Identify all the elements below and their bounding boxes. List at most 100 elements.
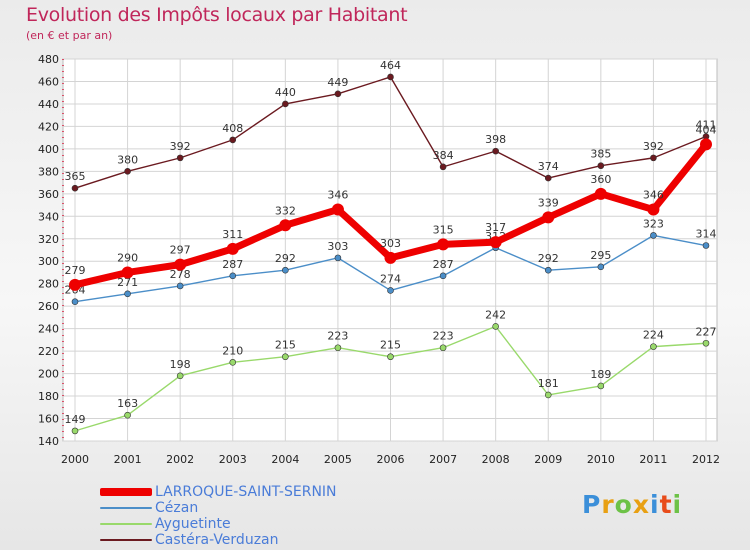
data-label: 287 (433, 258, 454, 271)
data-label: 440 (275, 86, 296, 99)
data-label: 360 (590, 173, 611, 186)
data-point (334, 90, 342, 98)
y-tick-label: 280 (38, 278, 59, 291)
data-point (544, 391, 552, 399)
legend-label: Castéra-Verduzan (155, 532, 279, 548)
data-label: 189 (590, 368, 611, 381)
data-label: 404 (696, 123, 717, 136)
y-tick-label: 460 (38, 75, 59, 88)
x-tick-label: 2000 (61, 453, 89, 466)
data-point (387, 73, 394, 81)
data-point (597, 162, 605, 170)
data-label: 287 (222, 258, 243, 271)
data-label: 464 (380, 59, 401, 72)
data-label: 292 (275, 252, 296, 265)
data-point (387, 353, 394, 361)
data-point (331, 203, 344, 216)
data-label: 290 (117, 251, 138, 264)
data-point (489, 236, 502, 249)
data-point (384, 251, 397, 264)
data-point (229, 359, 237, 366)
data-label: 317 (485, 221, 506, 234)
data-point (176, 282, 184, 290)
x-tick-label: 2006 (377, 453, 405, 466)
data-label: 332 (275, 204, 296, 217)
data-label: 380 (117, 153, 138, 166)
data-label: 297 (170, 244, 191, 257)
data-point (174, 258, 187, 271)
data-label: 274 (380, 272, 401, 285)
x-tick-label: 2008 (482, 453, 510, 466)
data-point (597, 382, 605, 390)
x-tick-label: 2002 (166, 453, 194, 466)
data-label: 365 (65, 170, 86, 183)
data-point (334, 344, 342, 352)
data-point (282, 100, 289, 108)
data-point (437, 238, 450, 251)
data-label: 210 (222, 344, 243, 357)
data-point (492, 323, 499, 330)
data-label: 278 (170, 268, 191, 281)
data-label: 323 (643, 217, 664, 230)
data-label: 163 (117, 397, 138, 410)
data-label: 392 (643, 140, 664, 153)
x-tick-label: 2012 (692, 453, 720, 466)
data-point (702, 242, 710, 249)
data-label: 149 (65, 413, 86, 426)
data-label: 449 (327, 76, 348, 89)
data-point (124, 290, 131, 298)
data-label: 223 (433, 330, 454, 343)
data-label: 295 (590, 249, 611, 262)
data-label: 271 (117, 276, 138, 289)
data-label: 223 (327, 330, 348, 343)
data-point (387, 287, 394, 294)
x-tick-label: 2005 (324, 453, 352, 466)
data-point (71, 184, 79, 192)
data-label: 392 (170, 140, 191, 153)
data-point (124, 411, 131, 419)
y-tick-label: 420 (38, 120, 59, 133)
data-point (124, 168, 131, 175)
x-tick-label: 2011 (639, 453, 667, 466)
data-point (544, 174, 552, 182)
proxiti-logo: Proxiti (582, 490, 683, 519)
data-label: 408 (222, 122, 243, 135)
data-label: 215 (275, 339, 296, 352)
data-point (650, 154, 657, 162)
legend-label: Ayguetinte (155, 516, 231, 532)
data-label: 311 (222, 228, 243, 241)
x-tick-label: 2001 (114, 453, 142, 466)
legend-swatch (100, 539, 152, 541)
data-point (121, 266, 134, 279)
legend-swatch (100, 507, 152, 509)
y-tick-label: 140 (38, 435, 59, 448)
y-tick-label: 480 (38, 53, 59, 66)
y-tick-label: 260 (38, 300, 59, 313)
y-tick-label: 400 (38, 143, 59, 156)
data-label: 384 (433, 149, 454, 162)
data-label: 227 (696, 325, 717, 338)
data-label: 224 (643, 329, 664, 342)
data-point (229, 136, 237, 144)
data-label: 215 (380, 339, 401, 352)
data-label: 198 (170, 358, 191, 371)
y-tick-label: 200 (38, 368, 59, 381)
x-tick-label: 2010 (587, 453, 615, 466)
data-label: 346 (327, 189, 348, 202)
data-point (229, 272, 237, 280)
data-point (700, 138, 712, 151)
y-tick-label: 440 (38, 98, 59, 111)
y-tick-label: 300 (38, 255, 59, 268)
legend-label: Cézan (155, 500, 199, 516)
y-tick-label: 340 (38, 210, 59, 223)
chart-subtitle: (en € et par an) (26, 29, 113, 42)
data-label: 339 (538, 196, 559, 209)
y-tick-label: 360 (38, 188, 59, 201)
data-point (650, 232, 657, 239)
data-point (71, 298, 79, 305)
data-point (544, 266, 552, 274)
data-point (647, 203, 660, 216)
y-tick-label: 160 (38, 413, 59, 426)
data-label: 314 (696, 228, 717, 241)
